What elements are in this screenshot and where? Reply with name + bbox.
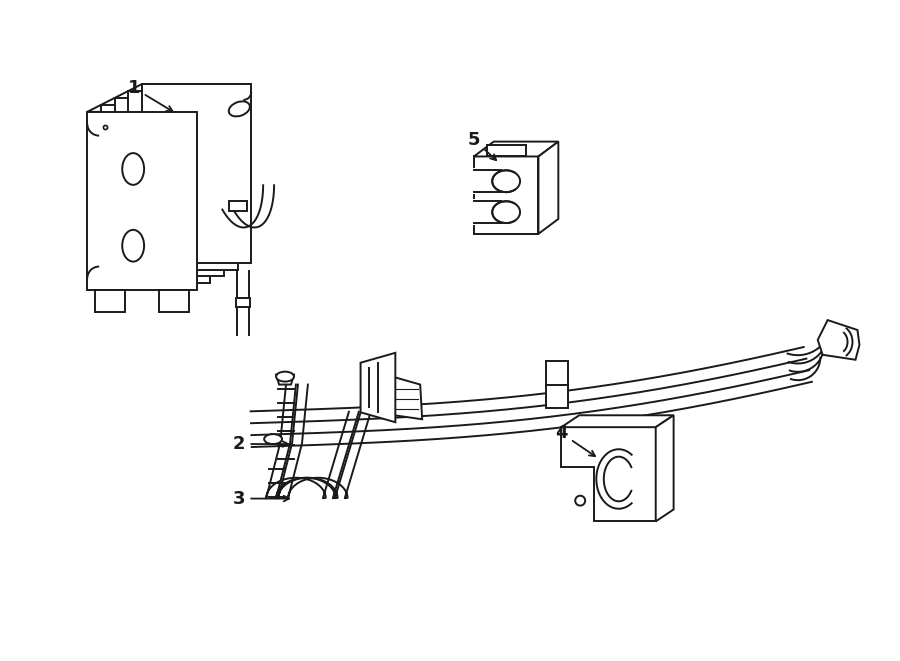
- Ellipse shape: [575, 496, 585, 506]
- Ellipse shape: [265, 434, 282, 444]
- Text: 1: 1: [128, 79, 173, 111]
- Polygon shape: [128, 91, 238, 270]
- Polygon shape: [818, 320, 860, 360]
- Text: 2: 2: [233, 435, 288, 453]
- Polygon shape: [562, 415, 673, 427]
- Polygon shape: [474, 141, 558, 157]
- Polygon shape: [87, 112, 196, 290]
- Ellipse shape: [122, 230, 144, 262]
- Text: 5: 5: [468, 131, 496, 160]
- Polygon shape: [474, 157, 538, 234]
- Polygon shape: [487, 145, 526, 157]
- Polygon shape: [87, 84, 251, 112]
- Polygon shape: [361, 353, 395, 422]
- Polygon shape: [158, 290, 189, 312]
- Polygon shape: [562, 427, 656, 522]
- Text: 3: 3: [233, 490, 289, 508]
- Polygon shape: [114, 98, 224, 276]
- Ellipse shape: [276, 371, 294, 381]
- Polygon shape: [101, 105, 211, 284]
- Bar: [472, 199, 483, 225]
- Polygon shape: [538, 141, 558, 234]
- Ellipse shape: [492, 171, 520, 192]
- Polygon shape: [95, 290, 125, 312]
- Text: 4: 4: [555, 424, 595, 456]
- Bar: [237, 298, 250, 307]
- Bar: [230, 201, 248, 211]
- Polygon shape: [276, 375, 294, 385]
- Bar: [472, 169, 483, 194]
- Bar: [546, 361, 568, 408]
- Ellipse shape: [122, 153, 144, 185]
- Ellipse shape: [492, 201, 520, 223]
- Polygon shape: [385, 375, 422, 419]
- Polygon shape: [656, 415, 673, 522]
- Polygon shape: [142, 84, 251, 262]
- Ellipse shape: [229, 101, 250, 116]
